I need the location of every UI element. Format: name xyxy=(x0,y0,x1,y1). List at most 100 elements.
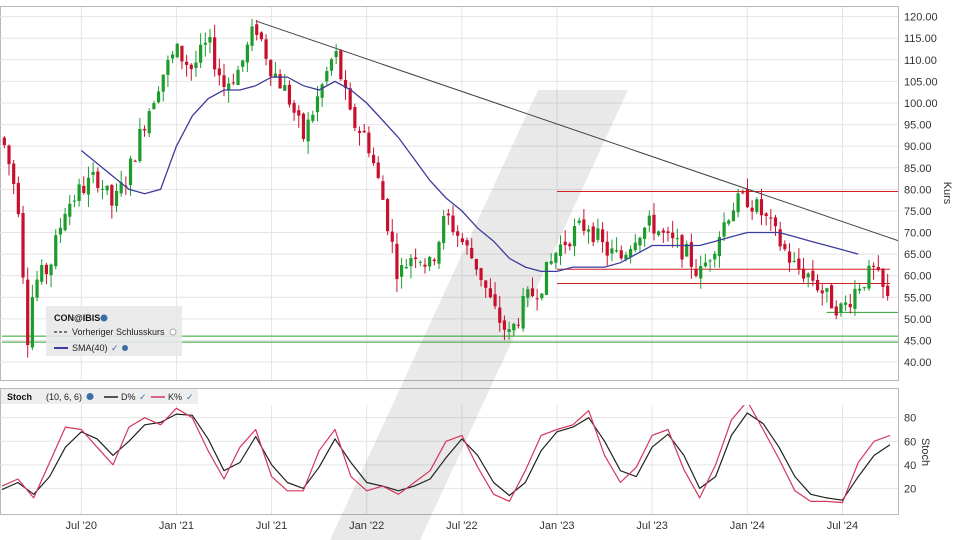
candle-body xyxy=(400,265,404,277)
stoch-plot xyxy=(1,405,891,504)
candle-body xyxy=(493,294,497,307)
candle-body xyxy=(339,50,343,80)
candle-body xyxy=(787,251,792,263)
candle-body xyxy=(848,303,852,308)
candle-body xyxy=(451,215,455,233)
time-tick-label: Jul '22 xyxy=(446,520,477,532)
candle-body xyxy=(530,288,535,297)
candle-body xyxy=(596,228,600,240)
time-tick-label: Jul '21 xyxy=(256,520,287,532)
candle-body xyxy=(381,181,385,200)
time-axis: Jul '20 Jan '21 Jul '21 Jan '22 Jul '22 Jan '… xyxy=(66,520,859,532)
stoch-tick-label: 20 xyxy=(904,483,916,495)
price-tick-label: 40.00 xyxy=(904,357,932,369)
candle-body xyxy=(315,96,320,113)
candle-body xyxy=(591,226,595,242)
legend-title: CON@IBIS xyxy=(54,313,100,323)
candle-body xyxy=(535,298,539,300)
candle-body xyxy=(26,279,30,346)
time-tick-label: Jul '24 xyxy=(827,520,858,532)
stoch-series-k-label: K% xyxy=(168,392,182,402)
info-icon[interactable] xyxy=(86,393,94,400)
candle-body xyxy=(54,235,58,267)
settings-icon[interactable] xyxy=(122,345,128,351)
candle-body xyxy=(367,132,371,154)
toggle-icon[interactable] xyxy=(169,328,177,336)
candle-body xyxy=(731,210,736,222)
stoch-grid xyxy=(0,405,898,514)
candle-body xyxy=(175,43,179,58)
candle-body xyxy=(778,229,782,247)
candle-body xyxy=(96,171,100,188)
checkmark-icon[interactable]: ✓ xyxy=(111,344,119,354)
stoch-axis-label: Stoch xyxy=(919,438,931,466)
checkmark-icon[interactable]: ✓ xyxy=(139,393,147,403)
info-icon[interactable] xyxy=(100,314,108,322)
candle-body xyxy=(297,110,301,116)
candle-body xyxy=(862,287,866,289)
candle-body xyxy=(72,200,77,202)
candle-body xyxy=(245,44,249,63)
candle-body xyxy=(858,288,862,291)
stoch-panel xyxy=(0,388,899,515)
candle-body xyxy=(311,114,315,121)
candle-body xyxy=(418,261,422,263)
candle-body xyxy=(806,273,810,278)
price-tick-label: 95.00 xyxy=(904,120,932,132)
candle-body xyxy=(147,111,151,134)
price-axis: 120.00 115.00 110.00 105.00 100.00 95.00 90.00… xyxy=(904,12,938,369)
candle-body xyxy=(554,252,558,263)
candle-body xyxy=(713,253,717,260)
candle-body xyxy=(35,279,39,298)
candle-body xyxy=(643,227,647,239)
candle-body xyxy=(292,103,296,113)
candle-body xyxy=(521,295,525,329)
candle-body xyxy=(815,279,820,291)
legend-item-previous-close: Vorheriger Schlusskurs xyxy=(72,327,165,337)
candle-body xyxy=(586,229,591,232)
price-axis-label: Kurs xyxy=(941,182,953,205)
candle-body xyxy=(764,213,768,216)
candle-body xyxy=(414,257,418,259)
candle-body xyxy=(600,229,605,243)
candle-body xyxy=(320,84,324,98)
candle-body xyxy=(409,258,413,267)
candle-body xyxy=(867,265,871,289)
candle-body xyxy=(301,113,306,139)
candle-body xyxy=(563,241,567,246)
candle-body xyxy=(456,231,460,236)
candle-body xyxy=(12,163,16,184)
checkmark-icon[interactable]: ✓ xyxy=(186,393,194,403)
candle-body xyxy=(703,262,707,267)
candle-body xyxy=(82,185,86,193)
candle-body xyxy=(325,71,329,82)
candle-body xyxy=(708,260,712,262)
stoch-params: (10, 6, 6) xyxy=(46,392,82,402)
candle-body xyxy=(161,74,165,92)
candle-body xyxy=(40,265,44,282)
stoch-d-line xyxy=(1,412,891,501)
candle-body xyxy=(156,91,161,103)
candle-body xyxy=(91,171,95,175)
price-tick-label: 105.00 xyxy=(904,76,938,88)
stoch-legend-box xyxy=(1,389,198,404)
candle-body xyxy=(390,231,394,242)
price-tick-label: 55.00 xyxy=(904,292,932,304)
price-tick-label: 45.00 xyxy=(904,335,932,347)
candle-body xyxy=(568,243,572,247)
candle-body xyxy=(428,256,432,267)
candle-body xyxy=(273,73,278,77)
candle-body xyxy=(783,244,787,250)
candle-body xyxy=(498,307,502,323)
candle-body xyxy=(269,59,273,77)
price-tick-label: 65.00 xyxy=(904,249,932,261)
candle-body xyxy=(839,303,843,313)
candle-body xyxy=(166,59,170,75)
candle-body xyxy=(30,297,34,348)
candle-body xyxy=(526,289,530,298)
candle-body xyxy=(250,26,254,46)
candle-body xyxy=(133,160,137,162)
candle-body xyxy=(876,267,880,271)
candle-body xyxy=(105,185,109,191)
candle-body xyxy=(629,248,633,258)
